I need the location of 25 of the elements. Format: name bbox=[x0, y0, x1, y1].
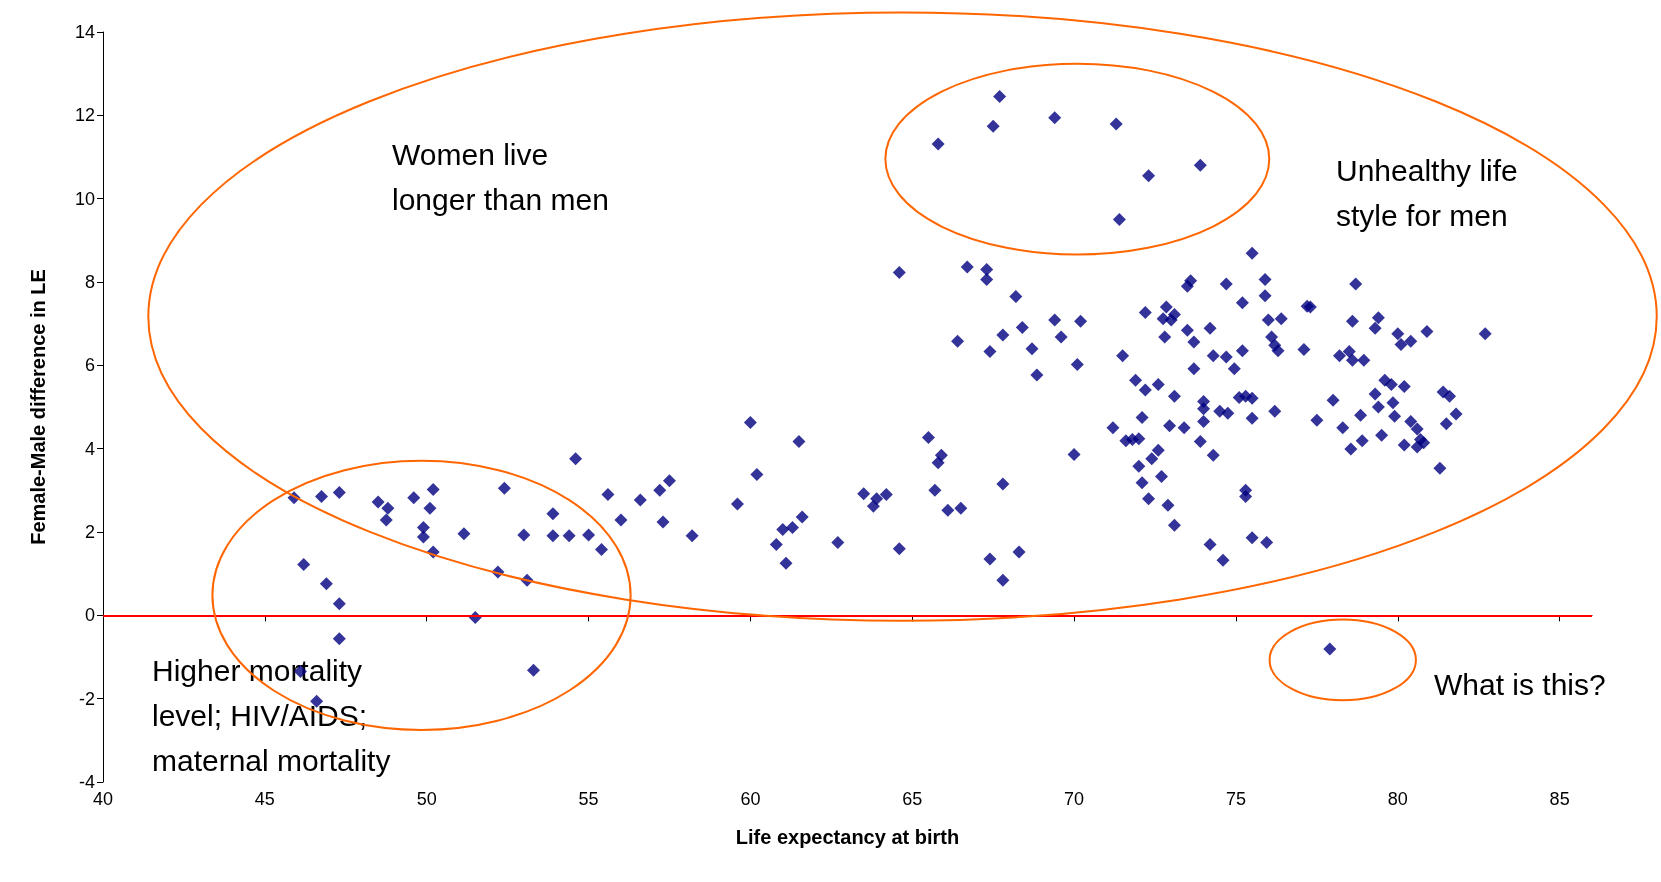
x-tick-label: 65 bbox=[902, 789, 923, 809]
x-tick-label: 70 bbox=[1064, 789, 1085, 809]
x-tick-label: 85 bbox=[1549, 789, 1570, 809]
y-tick-label: 4 bbox=[84, 438, 95, 459]
x-tick-label: 55 bbox=[578, 789, 599, 809]
annotation: Women live longer than men bbox=[392, 138, 609, 216]
y-tick-label: 14 bbox=[74, 22, 95, 42]
x-tick-label: 75 bbox=[1225, 789, 1246, 809]
y-tick-label: -4 bbox=[78, 772, 95, 792]
annotation: Unhealthy life style for men bbox=[1336, 154, 1518, 232]
x-tick-label: 80 bbox=[1387, 789, 1408, 809]
annotation: What is this? bbox=[1434, 668, 1606, 701]
x-tick-label: 40 bbox=[92, 789, 114, 809]
x-tick-label: 50 bbox=[416, 789, 437, 809]
y-axis-title: Female-Male difference in LE bbox=[27, 269, 49, 545]
y-tick-label: 2 bbox=[84, 522, 95, 542]
y-tick-label: 10 bbox=[74, 188, 95, 209]
y-tick-label: 8 bbox=[84, 272, 95, 292]
y-tick-label: 6 bbox=[84, 355, 95, 376]
y-tick-label: -2 bbox=[78, 688, 95, 709]
x-tick-label: 45 bbox=[254, 789, 275, 809]
x-tick-label: 60 bbox=[740, 789, 761, 809]
y-tick-label: 12 bbox=[74, 105, 95, 126]
y-tick-label: 0 bbox=[84, 605, 95, 626]
x-axis-title: Life expectancy at birth bbox=[735, 826, 960, 848]
